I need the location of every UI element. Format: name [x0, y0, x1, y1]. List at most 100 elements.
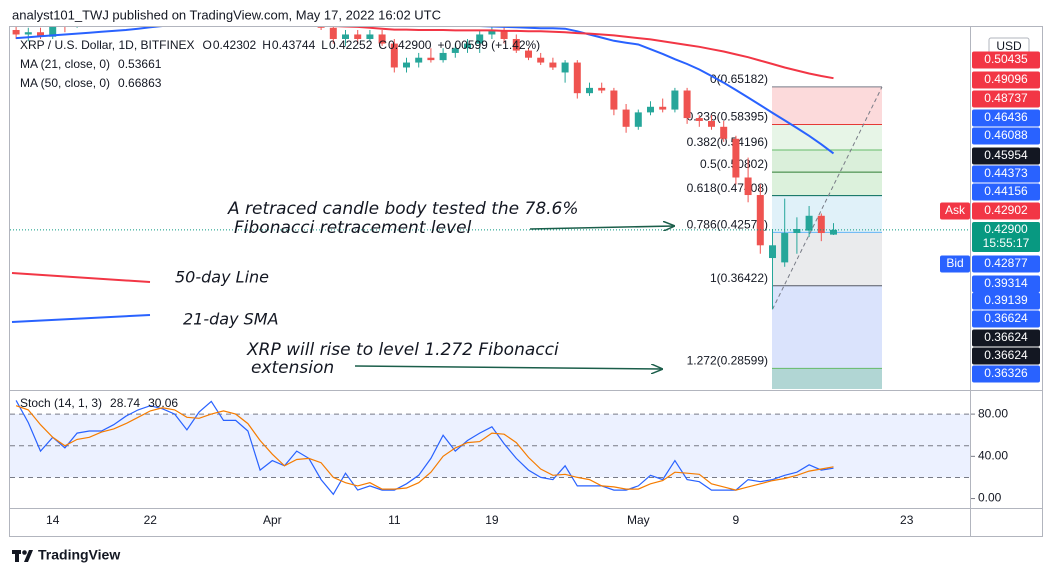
candle-body [561, 62, 569, 73]
legend-text: L [321, 38, 328, 52]
legend-text: 30.06 [148, 396, 178, 410]
candle-body [586, 87, 593, 94]
candle-body [451, 48, 459, 53]
x-tick-label: Apr [263, 513, 282, 527]
candle-body [500, 30, 508, 39]
price-label: 0.36326 [984, 366, 1028, 380]
annotation-arrow [529, 226, 674, 229]
currency: USD [996, 39, 1022, 53]
legend-text: +0.00599 (+1.42%) [437, 38, 540, 52]
price-label: 0.42900 [984, 222, 1028, 236]
x-tick-label: 23 [900, 513, 914, 527]
legend-text: MA (50, close, 0) [20, 76, 110, 90]
fib-trend [772, 86, 883, 310]
price-label: 0.36624 [984, 348, 1028, 362]
price-label-box [972, 365, 1040, 383]
x-tick-label: 22 [144, 513, 158, 527]
candle-body [830, 229, 837, 235]
main-panel: 0(0.65182)0.236(0.58395)0.382(0.54196)0.… [10, 27, 970, 389]
price-label-box [972, 329, 1040, 347]
annotation: 21-day SMA [183, 310, 279, 329]
price-label: 0.46088 [984, 128, 1028, 142]
price-tag: Ask [945, 203, 966, 217]
price-label-box [972, 147, 1040, 165]
fib-band [772, 86, 882, 125]
candle-body [12, 30, 20, 35]
candle-body [817, 215, 825, 234]
legend-text: Stoch (14, 1, 3) [20, 396, 102, 410]
y-tick-label: 80.00 [978, 406, 1008, 420]
stoch-line [15, 405, 834, 491]
fib-band [772, 195, 882, 233]
fib-band [772, 285, 882, 369]
fib-band [772, 172, 882, 196]
candle-body [354, 34, 362, 39]
x-tick-label: 14 [46, 513, 60, 527]
price-label: 0.50435 [984, 52, 1028, 66]
legend-text: 28.74 [110, 396, 140, 410]
candle-body [756, 195, 764, 246]
stoch-panel [10, 400, 970, 496]
annotation: A retraced candle body tested the 78.6% [227, 199, 579, 219]
price-label-box [972, 165, 1040, 183]
candle-body [366, 34, 374, 39]
candle-body [683, 90, 691, 119]
candle-body [805, 215, 813, 231]
price-label-box [972, 127, 1040, 145]
fib-band [772, 124, 882, 150]
candle-body [24, 32, 32, 35]
legend-text: 0.66863 [118, 76, 162, 90]
y-tick-label: 40.00 [978, 449, 1008, 463]
candle-body [793, 229, 801, 234]
candle-body [769, 245, 776, 259]
candle-body [37, 32, 44, 37]
price-label: 0.49096 [984, 72, 1028, 86]
candle-body [634, 112, 642, 127]
x-tick-label: 11 [388, 513, 401, 527]
frame [9, 26, 1043, 537]
price-label: 0.48737 [984, 91, 1028, 105]
price-label: 0.36624 [984, 330, 1028, 344]
price-label: 0.44373 [984, 166, 1028, 180]
price-label-box [972, 275, 1040, 293]
price-tag-box [940, 255, 970, 273]
fib-label: 1.272(0.28599) [687, 354, 768, 368]
price-label: 0.44156 [984, 184, 1028, 198]
legend-text: 0.42302 [213, 38, 257, 52]
candle-body [342, 34, 349, 39]
annotation-line [11, 314, 151, 323]
candle-body [537, 57, 545, 63]
price-label-box [972, 310, 1040, 328]
fib-band [772, 232, 882, 286]
candle-body [647, 106, 654, 113]
candle-body [549, 62, 557, 68]
legend-text: 0.43744 [272, 38, 316, 52]
candle-body [464, 43, 471, 49]
price-label-box [972, 255, 1040, 273]
ma-line [333, 27, 834, 80]
candle-body [598, 87, 606, 91]
price-label-box [972, 222, 1040, 252]
price-label-box [972, 183, 1040, 201]
price-label-box [972, 347, 1040, 365]
candle-body [610, 90, 618, 110]
price-timer: 15:55:17 [983, 236, 1030, 250]
legend-text: 0.53661 [118, 57, 162, 71]
stoch-line [15, 400, 834, 496]
header: analyst101_TWJ published on TradingView.… [12, 7, 441, 22]
price-label: 0.45954 [984, 148, 1028, 162]
candle-body [403, 62, 410, 68]
candle-body [622, 109, 630, 127]
legend-text: 0.42900 [388, 38, 432, 52]
overlay: XRP / U.S. Dollar, 1D, BITFINEX O 0.42302 H… [20, 37, 1040, 527]
fib-label: 0.786(0.42578) [687, 218, 768, 232]
annotation-arrow [354, 366, 662, 369]
footer: TradingView [38, 547, 120, 563]
legend-text: O [203, 38, 212, 52]
price-label: 0.39314 [984, 276, 1028, 290]
candle-body [671, 90, 679, 110]
candle-body [329, 27, 337, 39]
price-tag-box [940, 202, 970, 220]
